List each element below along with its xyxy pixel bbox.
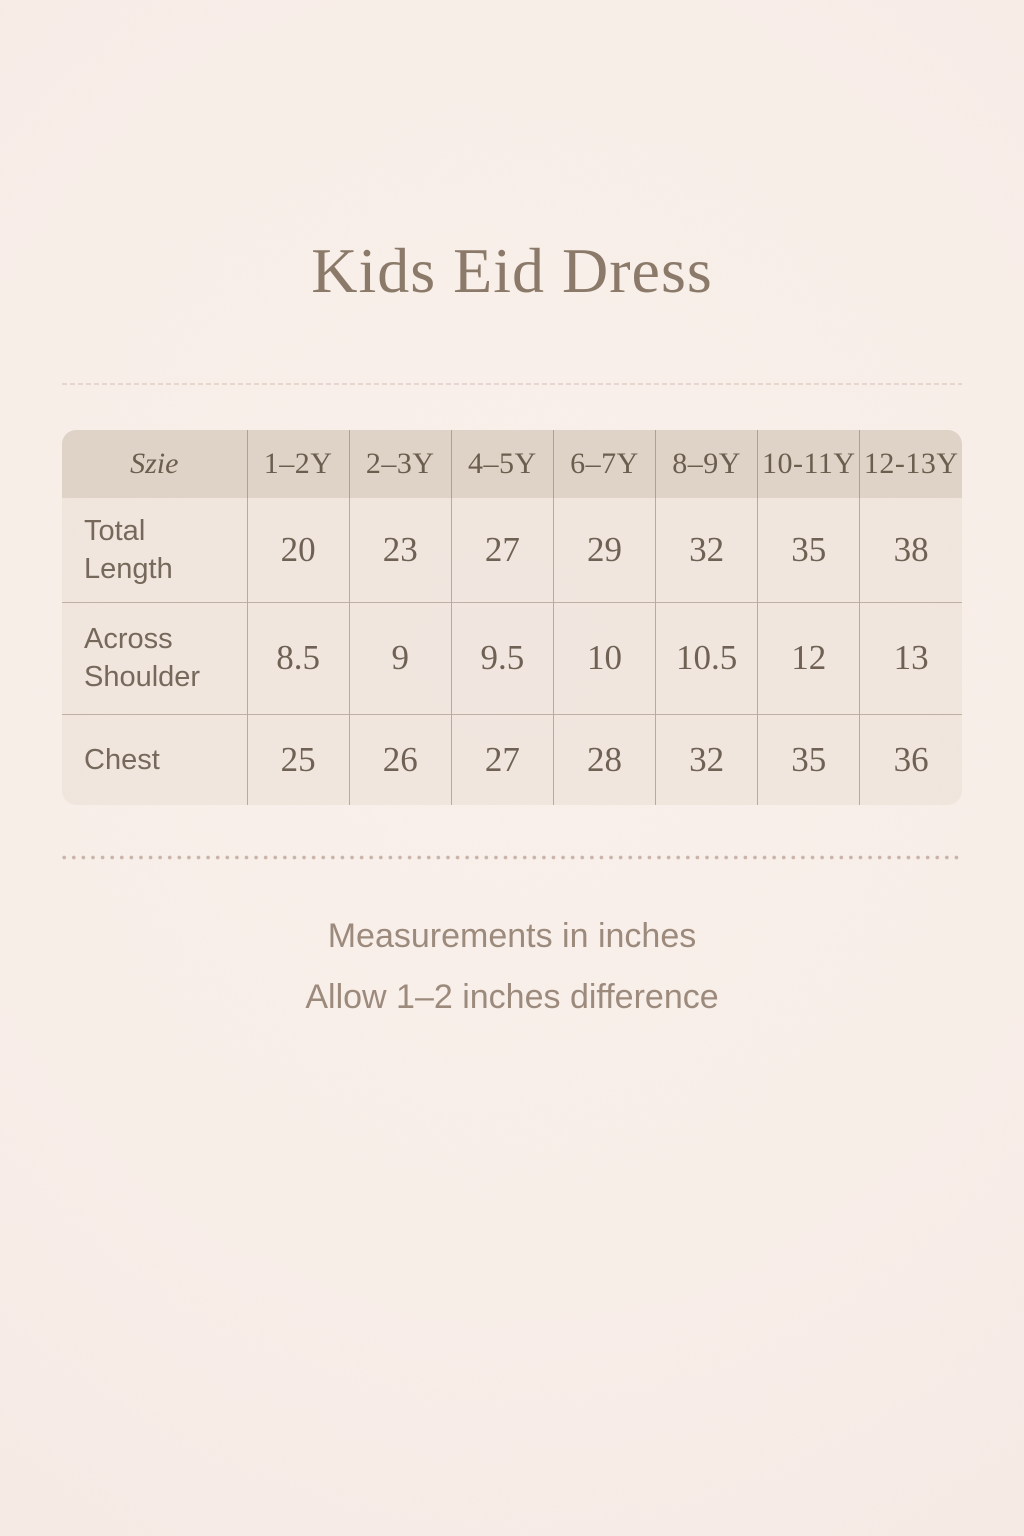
cell-across-shoulder-8-9y: 10.5 <box>655 601 758 714</box>
notes: Measurements in inches Allow 1–2 inches … <box>0 915 1024 1018</box>
top-divider <box>62 383 962 385</box>
table-row-total-length: Total Length 20 23 27 29 32 35 38 <box>62 498 962 602</box>
cell-chest-12-13y: 36 <box>859 713 962 805</box>
size-table: Szie 1–2Y 2–3Y 4–5Y 6–7Y 8–9Y 10-11Y 12-… <box>62 430 962 805</box>
cell-across-shoulder-1-2y: 8.5 <box>246 601 350 714</box>
header-row: Szie 1–2Y 2–3Y 4–5Y 6–7Y 8–9Y 10-11Y 12-… <box>62 430 962 498</box>
table-row-chest: Chest 25 26 27 28 32 35 36 <box>62 713 962 805</box>
row-label-across-shoulder: Across Shoulder <box>62 601 247 714</box>
cell-chest-1-2y: 25 <box>246 713 350 805</box>
cell-across-shoulder-4-5y: 9.5 <box>450 601 554 714</box>
cell-across-shoulder-2-3y: 9 <box>348 601 452 714</box>
header-col-8-9y: 8–9Y <box>655 430 758 498</box>
cell-chest-4-5y: 27 <box>450 713 554 805</box>
cell-across-shoulder-10-11y: 12 <box>757 601 860 714</box>
cell-chest-6-7y: 28 <box>552 713 656 805</box>
size-chart: Szie 1–2Y 2–3Y 4–5Y 6–7Y 8–9Y 10-11Y 12-… <box>62 430 962 805</box>
cell-total-length-2-3y: 23 <box>348 498 452 602</box>
cell-chest-10-11y: 35 <box>757 713 860 805</box>
cell-total-length-4-5y: 27 <box>450 498 554 602</box>
row-label-total-length: Total Length <box>84 514 173 585</box>
cell-chest-2-3y: 26 <box>348 713 452 805</box>
header-col-2-3y: 2–3Y <box>348 430 452 498</box>
header-col-1-2y: 1–2Y <box>246 430 350 498</box>
cell-total-length-10-11y: 35 <box>757 498 860 602</box>
cell-total-length-8-9y: 32 <box>655 498 758 602</box>
header-size-label: Szie <box>130 447 179 480</box>
cell-total-length-6-7y: 29 <box>552 498 656 602</box>
cell-total-length-12-13y: 38 <box>859 498 962 602</box>
header-col-4-5y: 4–5Y <box>450 430 554 498</box>
row-label-chest: Chest <box>62 713 247 805</box>
header-col-6-7y: 6–7Y <box>552 430 656 498</box>
header-col-12-13y: 12-13Y <box>859 430 962 498</box>
cell-total-length-1-2y: 20 <box>246 498 350 602</box>
bottom-dotted-divider <box>62 855 962 860</box>
page-title: Kids Eid Dress <box>311 235 713 306</box>
note-tolerance: Allow 1–2 inches difference <box>305 978 719 1016</box>
cell-across-shoulder-12-13y: 13 <box>859 601 962 714</box>
table-row-across-shoulder: Across Shoulder 8.5 9 9.5 10 10.5 12 13 <box>62 601 962 714</box>
cell-across-shoulder-6-7y: 10 <box>552 601 656 714</box>
header-col-10-11y: 10-11Y <box>757 430 860 498</box>
note-measurements-units: Measurements in inches <box>327 917 697 955</box>
cell-chest-8-9y: 32 <box>655 713 758 805</box>
